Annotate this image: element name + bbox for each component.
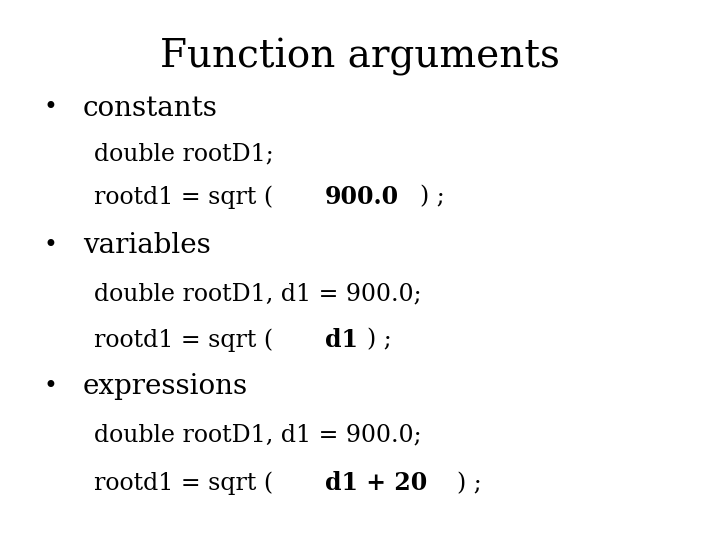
Text: rootd1 = sqrt (: rootd1 = sqrt ( xyxy=(94,328,273,352)
Text: ) ;: ) ; xyxy=(367,329,392,352)
Text: variables: variables xyxy=(83,232,210,259)
Text: •: • xyxy=(43,375,58,397)
Text: double rootD1, d1 = 900.0;: double rootD1, d1 = 900.0; xyxy=(94,283,421,306)
Text: rootd1 = sqrt (: rootd1 = sqrt ( xyxy=(94,471,273,495)
Text: rootd1 = sqrt (: rootd1 = sqrt ( xyxy=(94,185,273,209)
Text: •: • xyxy=(43,234,58,257)
Text: d1 + 20: d1 + 20 xyxy=(325,471,427,495)
Text: •: • xyxy=(43,97,58,119)
Text: expressions: expressions xyxy=(83,373,248,400)
Text: double rootD1, d1 = 900.0;: double rootD1, d1 = 900.0; xyxy=(94,423,421,446)
Text: ) ;: ) ; xyxy=(420,186,445,208)
Text: Function arguments: Function arguments xyxy=(160,38,560,76)
Text: constants: constants xyxy=(83,94,217,122)
Text: ) ;: ) ; xyxy=(456,472,482,495)
Text: 900.0: 900.0 xyxy=(325,185,399,209)
Text: double rootD1;: double rootD1; xyxy=(94,143,274,165)
Text: d1: d1 xyxy=(325,328,358,352)
